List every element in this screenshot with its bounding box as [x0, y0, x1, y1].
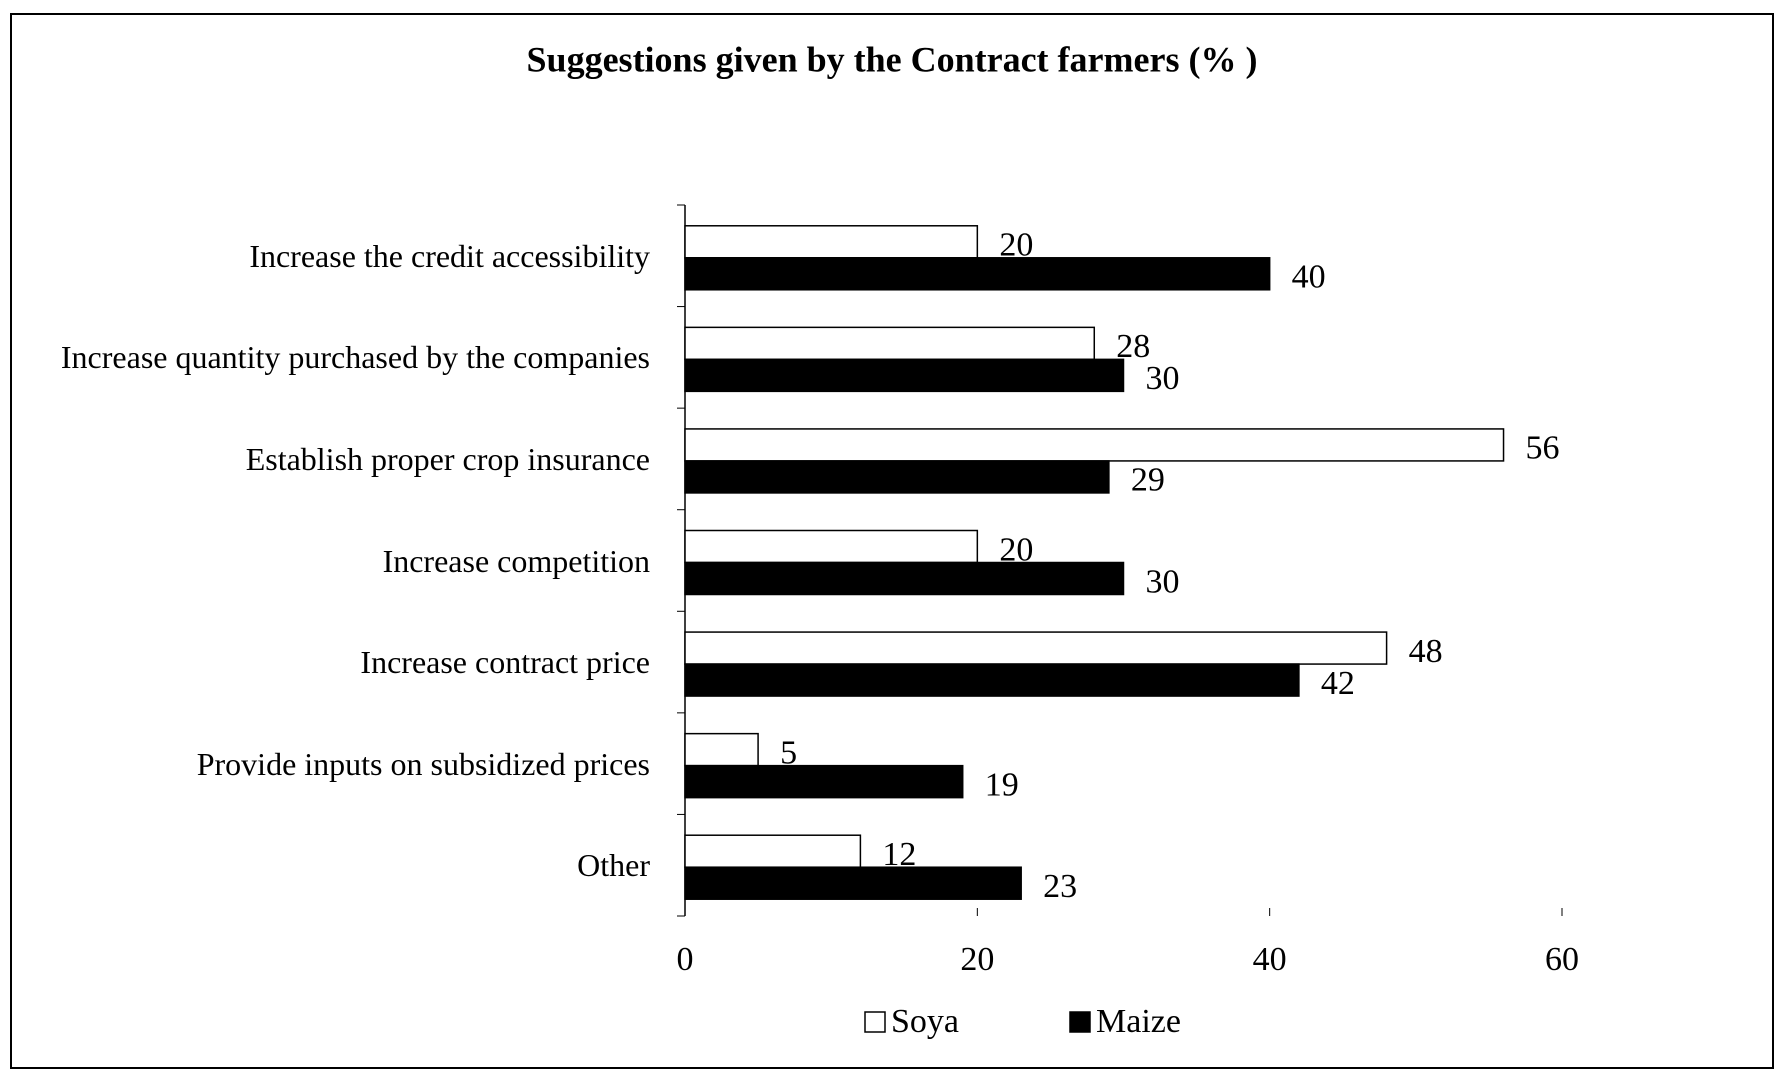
bar: [684, 631, 1388, 665]
value-label: 19: [985, 766, 1019, 803]
category-label: Provide inputs on subsidized prices: [196, 745, 650, 782]
bar: [684, 764, 964, 799]
bar: [684, 460, 1110, 494]
bar: [684, 257, 1271, 291]
value-label: 29: [1131, 462, 1165, 499]
x-tick-label: 20: [960, 941, 994, 978]
x-tick-label: 60: [1545, 941, 1579, 978]
value-label: 40: [1292, 259, 1326, 296]
category-label: Increase competition: [382, 542, 650, 579]
legend-label: Maize: [1096, 1003, 1181, 1040]
bar: [684, 561, 1125, 596]
bar: [684, 358, 1125, 393]
category-label: Increase the credit accessibility: [249, 237, 650, 274]
bar: [684, 428, 1505, 462]
value-label: 56: [1526, 430, 1560, 467]
bar: [684, 834, 862, 868]
value-label: 5: [780, 734, 797, 771]
bar: [684, 866, 1022, 900]
bar: [684, 732, 759, 767]
value-label: 23: [1043, 868, 1077, 905]
category-label: Increase quantity purchased by the compa…: [60, 339, 650, 376]
category-label: Establish proper crop insurance: [245, 440, 650, 477]
x-tick-label: 0: [677, 941, 694, 978]
value-label: 48: [1409, 633, 1443, 670]
category-label: Increase contract price: [360, 644, 650, 681]
value-label: 30: [1146, 360, 1180, 397]
chart-title: Suggestions given by the Contract farmer…: [527, 39, 1258, 79]
x-tick-label: 40: [1253, 941, 1287, 978]
legend-label: Soya: [891, 1003, 959, 1040]
legend-swatch: [1069, 1011, 1091, 1033]
frame: [10, 13, 1774, 1069]
legend-swatch: [864, 1011, 886, 1033]
category-label: Other: [577, 847, 650, 884]
value-label: 42: [1321, 665, 1355, 702]
bar: [684, 225, 979, 259]
bar: [684, 326, 1096, 361]
value-label: 30: [1146, 563, 1180, 600]
bar: [684, 663, 1300, 697]
bar: [684, 529, 979, 564]
